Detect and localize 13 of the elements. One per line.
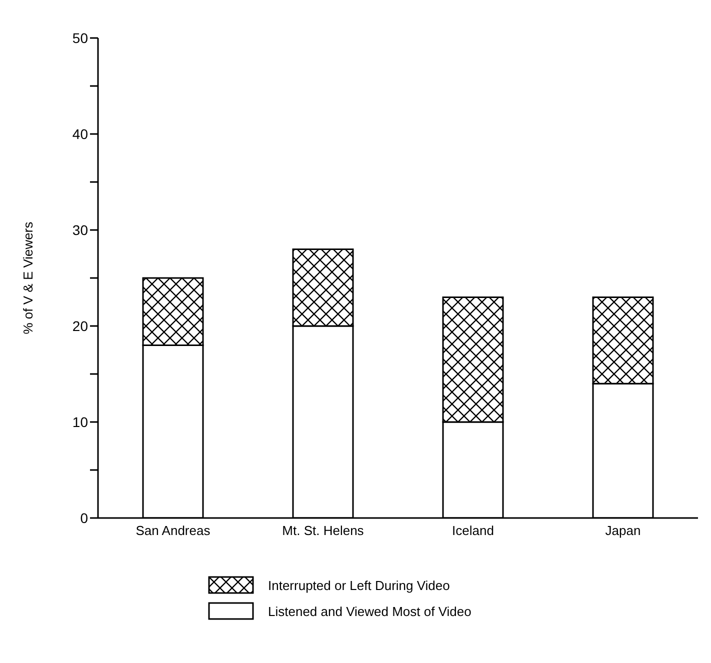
- y-tick-label: 0: [80, 510, 88, 526]
- x-tick-label: Mt. St. Helens: [282, 523, 364, 538]
- y-axis-title: % of V & E Viewers: [20, 221, 36, 334]
- legend-label: Interrupted or Left During Video: [268, 578, 450, 592]
- y-tick-label: 30: [72, 222, 88, 238]
- x-tick-label: Japan: [605, 523, 641, 538]
- legend-label: Listened and Viewed Most of Video: [268, 604, 472, 618]
- y-tick-label: 40: [72, 126, 88, 142]
- x-tick-label: San Andreas: [136, 523, 211, 538]
- y-tick-label: 20: [72, 318, 88, 334]
- y-tick-label: 10: [72, 414, 88, 430]
- x-tick-label: Iceland: [452, 523, 494, 538]
- y-tick-label: 50: [72, 30, 88, 46]
